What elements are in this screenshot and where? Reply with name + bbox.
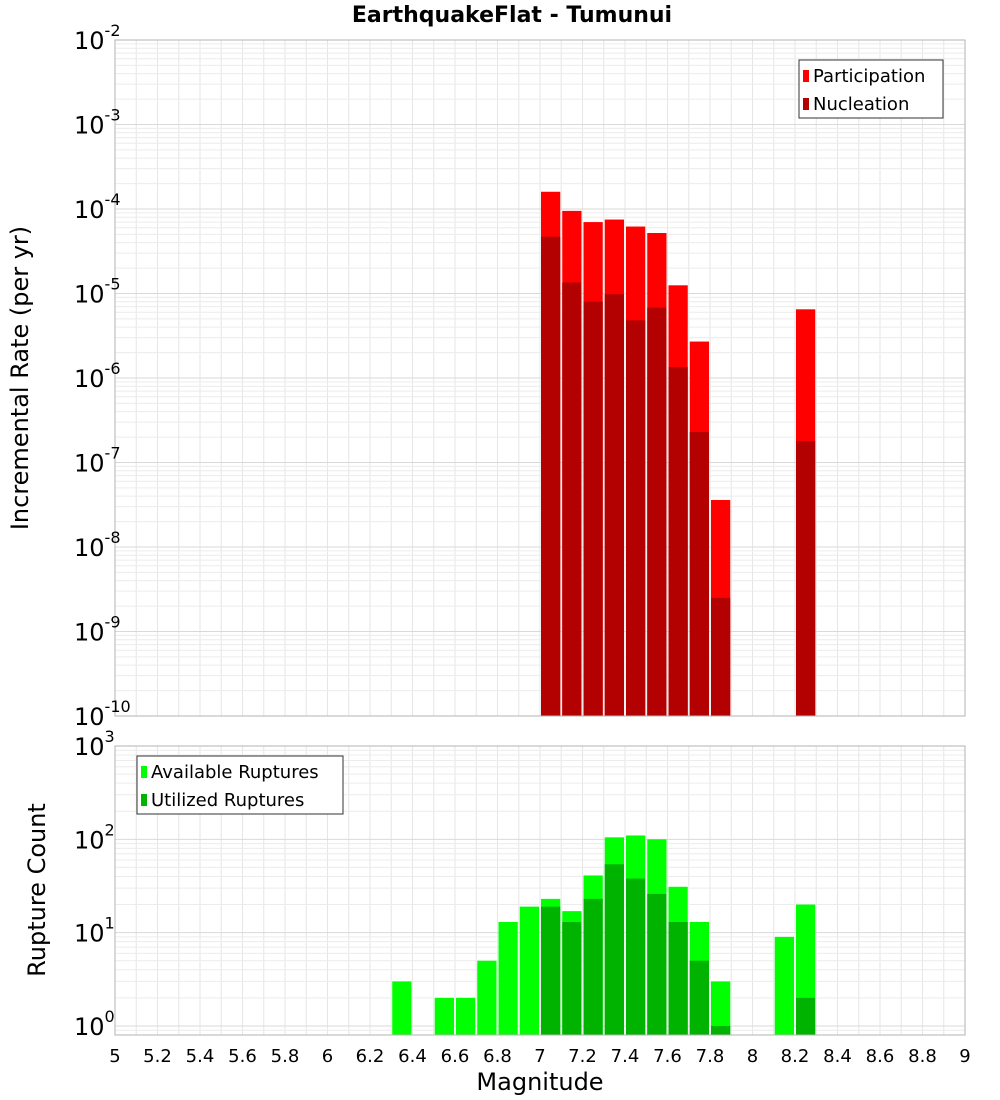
top-y-tick-label: 10-10 — [74, 697, 131, 731]
bottom-y-tick-label: 100 — [74, 1007, 115, 1041]
top-y-tick-label: 10-4 — [74, 190, 121, 224]
x-tick-label: 6.8 — [483, 1046, 512, 1067]
x-tick-label: 6.6 — [441, 1046, 470, 1067]
top-legend-label: Nucleation — [813, 94, 909, 115]
top-y-axis-label: Incremental Rate (per yr) — [6, 226, 34, 530]
top-legend-swatch — [803, 98, 809, 110]
x-tick-label: 7.8 — [696, 1046, 725, 1067]
x-tick-label: 5.4 — [186, 1046, 215, 1067]
x-tick-label: 8 — [747, 1046, 758, 1067]
bottom-bar-secondary — [562, 922, 582, 1035]
top-bar-secondary — [647, 307, 667, 716]
top-y-tick-label: 10-3 — [74, 106, 121, 140]
top-bar-secondary — [583, 301, 603, 716]
bottom-bar-secondary — [604, 864, 624, 1035]
top-legend-box — [798, 59, 944, 119]
top-y-tick-label: 10-5 — [74, 275, 121, 309]
x-tick-label: 6.2 — [356, 1046, 385, 1067]
top-y-tick-label: 10-9 — [74, 613, 121, 647]
bottom-bar-secondary — [689, 960, 709, 1035]
chart-title: EarthquakeFlat - Tumunui — [352, 3, 672, 28]
bottom-grid — [114, 746, 966, 1036]
top-bar-secondary — [562, 282, 582, 716]
bottom-y-tick-label: 102 — [74, 820, 115, 854]
top-series-1 — [541, 236, 816, 716]
bottom-bar-primary — [392, 981, 412, 1035]
bottom-bar-primary — [498, 922, 518, 1035]
top-bar-secondary — [541, 236, 561, 716]
bottom-legend: Available Ruptures Utilized Ruptures — [136, 755, 344, 815]
bottom-bar-secondary — [796, 997, 816, 1035]
bottom-y-ticks: 100 101 102 103 — [74, 727, 115, 1041]
bottom-bar-secondary — [541, 906, 561, 1035]
x-tick-label: 5.2 — [143, 1046, 172, 1067]
x-tick-label: 7 — [534, 1046, 545, 1067]
x-axis-label: Magnitude — [476, 1068, 603, 1096]
bottom-legend-label: Available Ruptures — [151, 762, 319, 783]
x-tick-label: 7.6 — [653, 1046, 682, 1067]
x-tick-label: 8.2 — [781, 1046, 810, 1067]
top-y-tick-label: 10-8 — [74, 528, 121, 562]
top-legend: Participation Nucleation — [798, 59, 944, 119]
bottom-plot-frame — [114, 745, 966, 1036]
bottom-bar-primary — [477, 960, 497, 1035]
top-grid — [114, 40, 966, 717]
bottom-bar-primary — [519, 906, 539, 1035]
top-legend-swatch — [803, 70, 809, 82]
x-ticks: 5 5.2 5.4 5.6 5.8 6 6.2 6.4 6.6 6.8 7 7.2 7.4 7.6 7.8 8… — [109, 1046, 970, 1067]
top-bar-secondary — [626, 320, 646, 716]
bottom-legend-swatch — [141, 794, 147, 806]
top-y-ticks: 10-10 10-9 10-8 10-7 10-6 10-5 10-4 10-3 10-2 — [74, 21, 131, 731]
bottom-bar-primary — [711, 981, 731, 1035]
x-tick-label: 9 — [959, 1046, 970, 1067]
bottom-bar-secondary — [647, 893, 667, 1035]
top-panel: 10-10 10-9 10-8 10-7 10-6 10-5 10-4 10-3 10-2 Par… — [74, 21, 966, 731]
bottom-bar-secondary — [626, 878, 646, 1035]
bottom-bar-primary — [434, 997, 454, 1035]
top-bar-secondary — [711, 597, 731, 716]
top-bar-secondary — [604, 294, 624, 716]
bottom-bar-primary — [456, 997, 476, 1035]
top-plot-frame — [114, 39, 966, 717]
top-y-tick-label: 10-7 — [74, 444, 121, 478]
bottom-legend-label: Utilized Ruptures — [151, 790, 304, 811]
bottom-legend-box — [136, 755, 344, 815]
x-tick-label: 5.6 — [228, 1046, 257, 1067]
bottom-y-axis-label: Rupture Count — [23, 803, 51, 977]
x-tick-label: 5.8 — [271, 1046, 300, 1067]
bottom-y-tick-label: 103 — [74, 727, 115, 761]
bottom-bar-secondary — [583, 898, 603, 1035]
top-bar-secondary — [796, 440, 816, 716]
bottom-legend-swatch — [141, 766, 147, 778]
x-tick-label: 8.6 — [866, 1046, 895, 1067]
x-tick-label: 7.2 — [568, 1046, 597, 1067]
x-tick-label: 6.4 — [398, 1046, 427, 1067]
x-tick-label: 8.8 — [908, 1046, 937, 1067]
top-bar-secondary — [668, 366, 688, 716]
x-tick-label: 7.4 — [611, 1046, 640, 1067]
bottom-bar-secondary — [668, 922, 688, 1035]
bottom-bar-secondary — [711, 1025, 731, 1035]
top-bar-secondary — [689, 431, 709, 716]
x-tick-label: 6 — [322, 1046, 333, 1067]
x-tick-label: 5 — [109, 1046, 120, 1067]
bottom-series-1 — [541, 864, 816, 1035]
top-legend-label: Participation — [813, 66, 925, 87]
bottom-bar-primary — [774, 936, 794, 1035]
top-y-tick-label: 10-2 — [74, 21, 121, 55]
x-tick-label: 8.4 — [823, 1046, 852, 1067]
bottom-y-tick-label: 101 — [74, 914, 115, 948]
top-y-tick-label: 10-6 — [74, 359, 121, 393]
bottom-panel: 100 101 102 103 Available Ruptures Utilized R… — [74, 727, 971, 1067]
